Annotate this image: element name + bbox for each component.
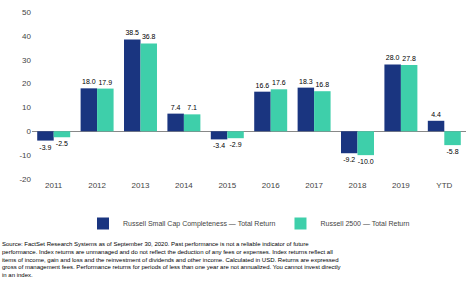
svg-text:2011: 2011: [45, 181, 63, 190]
svg-text:2016: 2016: [262, 181, 280, 190]
svg-text:-2.5: -2.5: [56, 140, 68, 147]
svg-text:16.6: 16.6: [256, 82, 270, 89]
svg-text:-10: -10: [19, 151, 31, 160]
svg-text:2013: 2013: [132, 181, 150, 190]
svg-text:2012: 2012: [88, 181, 106, 190]
svg-text:-3.4: -3.4: [213, 142, 225, 149]
svg-text:2019: 2019: [392, 181, 410, 190]
svg-text:7.4: 7.4: [171, 104, 181, 111]
svg-text:28.0: 28.0: [386, 54, 400, 61]
svg-text:-9.2: -9.2: [343, 156, 355, 163]
svg-text:Source: FactSet Research Syste: Source: FactSet Research Systems as of S…: [2, 241, 341, 278]
svg-text:-2.9: -2.9: [229, 141, 241, 148]
svg-text:-20: -20: [19, 175, 31, 184]
svg-text:17.6: 17.6: [272, 79, 286, 86]
svg-text:38.5: 38.5: [125, 29, 139, 36]
svg-text:YTD: YTD: [436, 181, 452, 190]
svg-text:0: 0: [27, 127, 32, 136]
svg-text:Russell 2500 — Total Return: Russell 2500 — Total Return: [320, 220, 409, 227]
svg-text:40: 40: [22, 32, 31, 41]
svg-text:18.3: 18.3: [299, 78, 313, 85]
svg-text:Russell Small Cap Completeness: Russell Small Cap Completeness — Total R…: [123, 220, 275, 228]
svg-text:7.1: 7.1: [187, 104, 197, 111]
svg-text:2014: 2014: [175, 181, 193, 190]
svg-text:20: 20: [22, 79, 31, 88]
svg-text:50: 50: [22, 8, 31, 17]
svg-text:2018: 2018: [349, 181, 367, 190]
svg-text:-10.0: -10.0: [358, 158, 374, 165]
svg-text:30: 30: [22, 56, 31, 65]
svg-text:16.8: 16.8: [315, 81, 329, 88]
svg-text:-5.8: -5.8: [446, 148, 458, 155]
svg-text:18.0: 18.0: [82, 78, 96, 85]
svg-text:10: 10: [22, 103, 31, 112]
svg-text:-3.9: -3.9: [39, 144, 51, 151]
svg-text:27.8: 27.8: [402, 55, 416, 62]
svg-text:2015: 2015: [218, 181, 236, 190]
svg-text:2017: 2017: [305, 181, 323, 190]
svg-text:17.9: 17.9: [98, 79, 112, 86]
svg-text:36.8: 36.8: [142, 33, 156, 40]
svg-text:4.4: 4.4: [431, 111, 441, 118]
